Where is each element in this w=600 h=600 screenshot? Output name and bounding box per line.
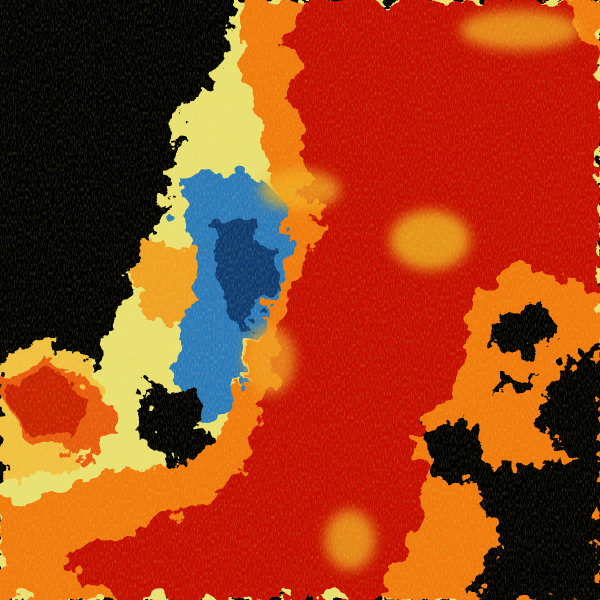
- page: {} html, body { margin: 0; padding: 0; b…: [0, 0, 600, 600]
- page-body: [0, 0, 600, 600]
- grain-overlay: [0, 0, 600, 600]
- radar-image: [0, 0, 600, 600]
